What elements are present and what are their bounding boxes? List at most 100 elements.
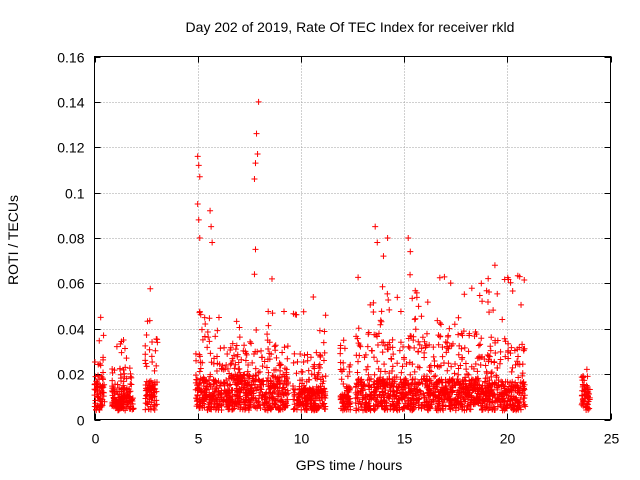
data-point	[153, 362, 160, 369]
data-point	[201, 333, 208, 340]
data-point	[147, 285, 154, 292]
data-point	[436, 333, 443, 340]
data-point	[493, 384, 500, 391]
data-point	[339, 403, 346, 410]
data-point	[434, 386, 441, 393]
data-point	[214, 327, 221, 334]
data-point	[146, 346, 153, 353]
data-point	[317, 386, 324, 393]
data-point	[406, 344, 413, 351]
data-point	[271, 343, 278, 350]
data-point	[235, 403, 242, 410]
data-point	[488, 370, 495, 377]
data-point	[392, 393, 399, 400]
data-point	[199, 394, 206, 401]
data-point	[116, 384, 123, 391]
data-point	[142, 342, 149, 349]
data-point	[337, 359, 344, 366]
data-point	[339, 400, 346, 407]
data-point	[249, 375, 256, 382]
data-point	[489, 380, 496, 387]
data-point	[142, 351, 149, 358]
data-point	[458, 385, 465, 392]
data-point	[509, 378, 516, 385]
data-point	[463, 366, 470, 373]
data-point	[435, 389, 442, 396]
data-point	[230, 352, 237, 359]
data-points	[91, 98, 593, 414]
data-point	[479, 382, 486, 389]
data-point	[445, 332, 452, 339]
data-point	[143, 363, 150, 370]
data-point	[421, 338, 428, 345]
data-point	[120, 390, 127, 397]
data-point	[284, 380, 291, 387]
data-point	[284, 387, 291, 394]
data-point	[386, 339, 393, 346]
data-point	[264, 337, 271, 344]
data-point	[270, 373, 277, 380]
data-point	[400, 386, 407, 393]
data-point	[373, 396, 380, 403]
data-point	[274, 384, 281, 391]
data-point	[215, 314, 222, 321]
data-point	[343, 387, 350, 394]
data-point	[277, 381, 284, 388]
data-point	[114, 381, 121, 388]
data-point	[316, 327, 323, 334]
data-point	[492, 350, 499, 357]
data-point	[515, 361, 522, 368]
y-tick-label: 0.16	[57, 50, 84, 66]
data-point	[250, 350, 257, 357]
data-point	[386, 306, 393, 313]
data-point	[507, 396, 514, 403]
data-point	[472, 360, 479, 367]
data-point	[269, 310, 276, 317]
data-point	[374, 380, 381, 387]
data-point	[354, 335, 361, 342]
data-point	[393, 374, 400, 381]
data-point	[284, 343, 291, 350]
data-point	[213, 367, 220, 374]
data-point	[265, 345, 272, 352]
data-point	[100, 389, 107, 396]
data-point	[304, 392, 311, 399]
data-point	[266, 356, 273, 363]
data-point	[405, 381, 412, 388]
data-point	[234, 388, 241, 395]
data-point	[311, 397, 318, 404]
data-point	[246, 401, 253, 408]
data-point	[444, 367, 451, 374]
data-point	[235, 377, 242, 384]
data-point	[314, 389, 321, 396]
data-point	[205, 404, 212, 411]
data-point	[94, 372, 101, 379]
data-point	[370, 406, 377, 413]
data-point	[490, 403, 497, 410]
data-point	[257, 389, 264, 396]
data-point	[355, 274, 362, 281]
data-point	[154, 336, 161, 343]
data-point	[301, 352, 308, 359]
data-point	[457, 362, 464, 369]
data-point	[425, 392, 432, 399]
data-point	[384, 346, 391, 353]
data-point	[294, 358, 301, 365]
data-point	[232, 361, 239, 368]
data-point	[401, 354, 408, 361]
data-point	[499, 381, 506, 388]
data-point	[380, 253, 387, 260]
data-point	[463, 391, 470, 398]
data-point	[379, 349, 386, 356]
data-point	[411, 316, 418, 323]
data-point	[300, 400, 307, 407]
data-point	[390, 351, 397, 358]
data-point	[95, 394, 102, 401]
data-point	[279, 349, 286, 356]
data-point	[355, 406, 362, 413]
data-point	[400, 343, 407, 350]
data-point	[375, 330, 382, 337]
data-point	[283, 391, 290, 398]
data-point	[378, 308, 385, 315]
data-point	[521, 401, 528, 408]
